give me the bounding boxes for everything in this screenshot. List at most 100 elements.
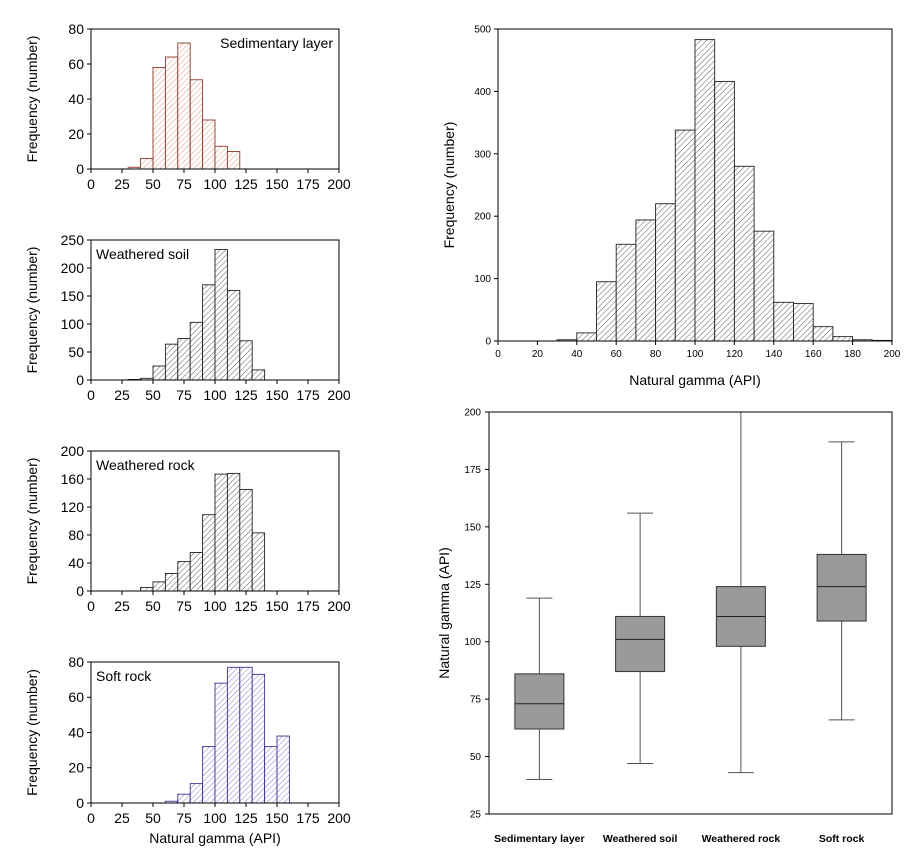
x-axis-title: Natural gamma (API) xyxy=(629,372,760,388)
hist-bar xyxy=(177,561,191,592)
y-tick-label: 150 xyxy=(61,288,85,304)
x-tick-label: 25 xyxy=(114,810,130,826)
y-tick-label: 25 xyxy=(470,810,482,821)
category-label: Soft rock xyxy=(819,833,865,845)
x-tick-label: 120 xyxy=(726,349,743,360)
x-tick-label: 180 xyxy=(844,349,861,360)
hist-bar xyxy=(832,336,854,342)
box-iqr xyxy=(514,673,565,730)
x-tick-label: 100 xyxy=(203,387,227,403)
hist-bar xyxy=(596,281,617,342)
hist-bar xyxy=(694,39,716,342)
histogram-panel-0: 0 20 40 60 80 0 25 50 75 100 125 150 175 200 Frequency… xyxy=(24,21,351,192)
y-tick-label: 200 xyxy=(61,260,85,276)
hist-bar xyxy=(164,573,179,592)
hist-bar xyxy=(226,151,241,170)
x-tick-label: 50 xyxy=(145,176,161,192)
hist-bar xyxy=(214,473,228,592)
y-tick-label: 0 xyxy=(76,795,84,811)
hist-bar xyxy=(733,165,755,342)
y-tick-label: 100 xyxy=(464,637,481,648)
x-tick-label: 125 xyxy=(234,176,258,192)
hist-bar xyxy=(239,666,253,804)
y-tick-label: 80 xyxy=(68,654,84,670)
x-tick-label: 140 xyxy=(765,349,782,360)
y-tick-label: 80 xyxy=(68,527,84,543)
x-tick-label: 0 xyxy=(87,598,95,614)
hist-bar xyxy=(239,489,253,592)
y-tick-label: 160 xyxy=(61,471,85,487)
hist-bar xyxy=(251,673,266,804)
y-tick-label: 20 xyxy=(68,126,84,142)
y-axis-title: Frequency (number) xyxy=(24,458,40,585)
y-tick-label: 250 xyxy=(61,232,85,248)
y-tick-label: 75 xyxy=(470,695,482,706)
hist-bar xyxy=(177,793,191,804)
x-tick-label: 50 xyxy=(145,598,161,614)
x-tick-label: 50 xyxy=(145,810,161,826)
hist-bar xyxy=(226,289,241,381)
x-tick-label: 175 xyxy=(296,598,320,614)
histogram-panel-3: 0 20 40 60 80 0 25 50 75 100 125 150 175 200 Frequency… xyxy=(24,654,351,846)
boxplot-panel: Sedimentary layer Weathered soil Weathered… xyxy=(436,408,893,845)
y-axis-title: Frequency (number) xyxy=(441,122,457,249)
x-tick-label: 75 xyxy=(176,598,192,614)
x-tick-label: 100 xyxy=(203,810,227,826)
y-tick-label: 200 xyxy=(61,443,85,459)
x-tick-label: 0 xyxy=(87,387,95,403)
y-tick-label: 175 xyxy=(464,465,481,476)
hist-bar xyxy=(152,581,166,592)
y-tick-label: 100 xyxy=(474,274,491,285)
y-tick-label: 80 xyxy=(68,21,84,37)
y-tick-label: 400 xyxy=(474,87,491,98)
x-tick-label: 125 xyxy=(234,810,258,826)
hist-bar xyxy=(202,284,216,381)
plot-frame xyxy=(488,411,893,815)
histogram-panel-1: 0 50 100 150 200 250 0 25 50 75 100 125 150 175 200 Fre… xyxy=(24,232,351,403)
x-tick-label: 75 xyxy=(176,176,192,192)
y-tick-label: 100 xyxy=(61,316,85,332)
x-tick-label: 175 xyxy=(296,387,320,403)
histogram-panel-2: 0 40 80 120 160 200 0 25 50 75 100 125 150 175 200 Freq… xyxy=(24,443,351,614)
x-tick-label: 150 xyxy=(265,176,289,192)
x-axis-title: Natural gamma (API) xyxy=(149,830,280,846)
x-tick-label: 100 xyxy=(687,349,704,360)
y-tick-label: 50 xyxy=(68,344,84,360)
x-tick-label: 200 xyxy=(327,387,351,403)
x-tick-label: 150 xyxy=(265,387,289,403)
panel-title: Soft rock xyxy=(96,668,152,684)
x-tick-label: 25 xyxy=(114,176,130,192)
hist-bar xyxy=(177,338,191,381)
y-tick-label: 60 xyxy=(68,56,84,72)
hist-bar xyxy=(202,746,216,804)
y-tick-label: 0 xyxy=(485,337,491,348)
hist-bar xyxy=(189,783,204,804)
hist-bar xyxy=(164,343,179,381)
y-tick-label: 50 xyxy=(470,752,482,763)
hist-bar xyxy=(214,682,228,804)
hist-bar xyxy=(189,552,204,592)
y-tick-label: 200 xyxy=(464,408,481,419)
hist-bar xyxy=(202,119,216,170)
y-tick-label: 200 xyxy=(474,212,491,223)
x-tick-label: 125 xyxy=(234,598,258,614)
hist-bar xyxy=(152,67,166,170)
hist-bar xyxy=(226,666,241,804)
hist-bar xyxy=(202,514,216,592)
y-tick-label: 0 xyxy=(76,583,84,599)
x-tick-label: 200 xyxy=(327,810,351,826)
y-tick-label: 40 xyxy=(68,724,84,740)
y-axis-title: Frequency (number) xyxy=(24,36,40,163)
y-tick-label: 150 xyxy=(464,522,481,533)
hist-bar xyxy=(812,326,834,342)
y-tick-label: 300 xyxy=(474,149,491,160)
panel-title: Weathered soil xyxy=(96,246,189,262)
hist-bar xyxy=(140,587,154,592)
hist-bar xyxy=(793,303,814,342)
x-tick-label: 20 xyxy=(532,349,544,360)
x-tick-label: 150 xyxy=(265,810,289,826)
y-tick-label: 0 xyxy=(76,161,84,177)
hist-bar xyxy=(226,472,241,592)
y-axis-title: Natural gamma (API) xyxy=(436,547,452,678)
y-tick-label: 500 xyxy=(474,25,491,36)
